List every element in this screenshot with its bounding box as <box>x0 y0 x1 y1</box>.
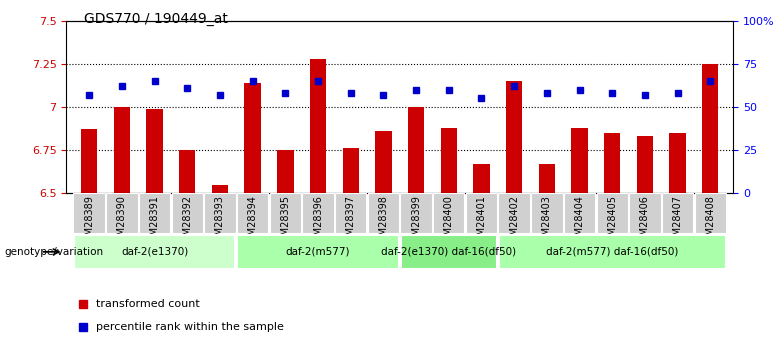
Bar <box>270 193 301 233</box>
Text: transformed count: transformed count <box>96 299 200 309</box>
Text: daf-2(m577): daf-2(m577) <box>285 247 350 257</box>
Bar <box>172 193 203 233</box>
Bar <box>564 193 595 233</box>
Bar <box>179 150 196 193</box>
Bar <box>244 83 261 193</box>
Bar <box>629 193 661 233</box>
Text: GSM28395: GSM28395 <box>280 195 290 248</box>
Text: daf-2(m577) daf-16(df50): daf-2(m577) daf-16(df50) <box>546 247 679 257</box>
Text: GSM28401: GSM28401 <box>477 195 487 248</box>
Text: GSM28397: GSM28397 <box>346 195 356 248</box>
Bar <box>147 109 163 193</box>
Bar <box>303 193 334 233</box>
Text: GSM28393: GSM28393 <box>215 195 225 248</box>
Bar <box>636 136 653 193</box>
Bar <box>212 185 228 193</box>
Text: genotype/variation: genotype/variation <box>4 247 103 257</box>
Text: GSM28399: GSM28399 <box>411 195 421 248</box>
Bar <box>342 148 359 193</box>
Text: percentile rank within the sample: percentile rank within the sample <box>96 322 284 332</box>
Bar <box>375 131 392 193</box>
Text: GSM28394: GSM28394 <box>247 195 257 248</box>
Bar <box>237 235 399 269</box>
Text: GSM28402: GSM28402 <box>509 195 519 248</box>
Bar <box>702 64 718 193</box>
Text: GSM28404: GSM28404 <box>575 195 584 248</box>
Bar <box>597 193 628 233</box>
Text: GSM28391: GSM28391 <box>150 195 160 248</box>
Bar <box>695 193 726 233</box>
Bar <box>604 133 620 193</box>
Text: GSM28403: GSM28403 <box>542 195 552 248</box>
Text: GSM28389: GSM28389 <box>84 195 94 248</box>
Text: GSM28408: GSM28408 <box>705 195 715 248</box>
Bar <box>139 193 170 233</box>
Bar <box>433 193 464 233</box>
Text: daf-2(e1370) daf-16(df50): daf-2(e1370) daf-16(df50) <box>381 247 516 257</box>
Bar <box>237 193 268 233</box>
Bar <box>204 193 236 233</box>
Bar <box>73 193 105 233</box>
Text: GSM28390: GSM28390 <box>117 195 127 248</box>
Bar <box>401 235 497 269</box>
Text: daf-2(e1370): daf-2(e1370) <box>121 247 188 257</box>
Bar <box>73 235 236 269</box>
Bar <box>531 193 562 233</box>
Text: GSM28398: GSM28398 <box>378 195 388 248</box>
Bar <box>400 193 432 233</box>
Bar <box>466 193 497 233</box>
Bar <box>506 81 523 193</box>
Bar <box>114 107 130 193</box>
Bar <box>277 150 293 193</box>
Text: GSM28392: GSM28392 <box>183 195 192 248</box>
Bar <box>669 133 686 193</box>
Bar <box>473 164 490 193</box>
Text: GSM28400: GSM28400 <box>444 195 454 248</box>
Bar <box>498 193 530 233</box>
Text: GDS770 / 190449_at: GDS770 / 190449_at <box>84 12 228 26</box>
Bar <box>106 193 137 233</box>
Bar <box>498 235 726 269</box>
Bar <box>572 128 587 193</box>
Bar <box>335 193 367 233</box>
Bar <box>441 128 457 193</box>
Bar <box>408 107 424 193</box>
Text: GSM28405: GSM28405 <box>608 195 617 248</box>
Bar <box>310 59 326 193</box>
Bar <box>662 193 693 233</box>
Text: GSM28396: GSM28396 <box>313 195 323 248</box>
Bar <box>539 164 555 193</box>
Text: GSM28406: GSM28406 <box>640 195 650 248</box>
Bar <box>81 129 98 193</box>
Bar <box>367 193 399 233</box>
Text: GSM28407: GSM28407 <box>672 195 682 248</box>
